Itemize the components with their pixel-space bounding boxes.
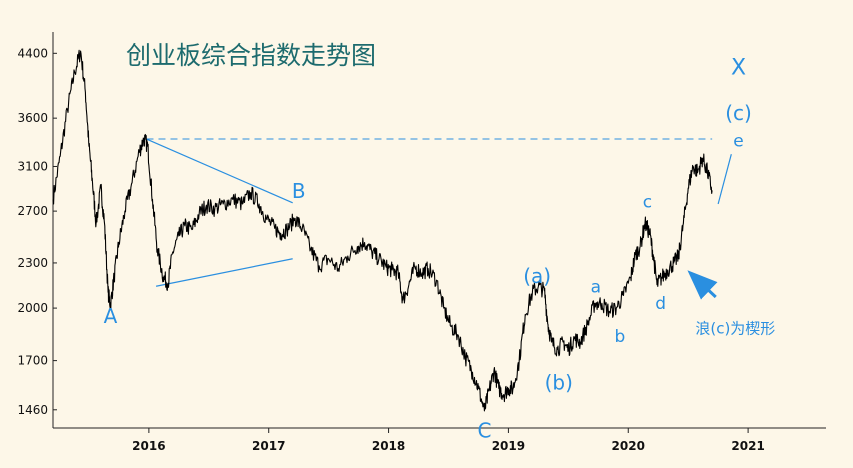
- wave-label: d: [655, 294, 666, 314]
- wave-label: B: [292, 179, 306, 203]
- y-tick-label: 2300: [17, 256, 48, 270]
- guide-lines: [146, 138, 732, 300]
- y-tick-label: 3600: [17, 111, 48, 125]
- trend-line: [155, 258, 293, 287]
- wave-label: a: [591, 277, 601, 297]
- chart-title: 创业板综合指数走势图: [126, 41, 376, 70]
- y-tick-label: 2000: [17, 301, 48, 315]
- x-tick-label: 2016: [132, 439, 165, 453]
- wedge-note: 浪(c)为楔形: [695, 319, 775, 337]
- x-tick-label: 2018: [372, 439, 405, 453]
- x-tick-label: 2021: [731, 439, 764, 453]
- wave-label: (a): [523, 264, 551, 288]
- note-arrow: [687, 270, 718, 300]
- x-tick-label: 2019: [492, 439, 525, 453]
- x-tick-label: 2017: [252, 439, 285, 453]
- wave-label: X: [731, 56, 746, 81]
- trend-line: [717, 154, 732, 205]
- y-tick-label: 4400: [17, 46, 48, 60]
- price-series: [52, 49, 713, 412]
- y-tick-label: 3100: [17, 159, 48, 173]
- y-axis: 4400 3600 3100 2700 2300 2000 1700 1460: [17, 32, 57, 428]
- wave-label: b: [614, 327, 625, 347]
- y-tick-label: 2700: [17, 204, 48, 218]
- wave-label: (c): [725, 101, 752, 125]
- wave-label: A: [104, 304, 118, 328]
- wave-label: C: [477, 419, 491, 443]
- series-line: [52, 49, 713, 412]
- trend-line: [146, 138, 293, 204]
- wave-label: c: [643, 193, 652, 213]
- wave-label: e: [733, 131, 743, 151]
- wave-label: (b): [545, 370, 573, 394]
- x-tick-label: 2020: [612, 439, 645, 453]
- y-tick-label: 1460: [17, 403, 48, 417]
- x-axis: 2016 2017 2018 2019 2020 2021: [53, 427, 826, 453]
- wave-labels: A B C (a) (b) a b c d e X (c): [104, 56, 752, 443]
- y-tick-label: 1700: [17, 354, 48, 368]
